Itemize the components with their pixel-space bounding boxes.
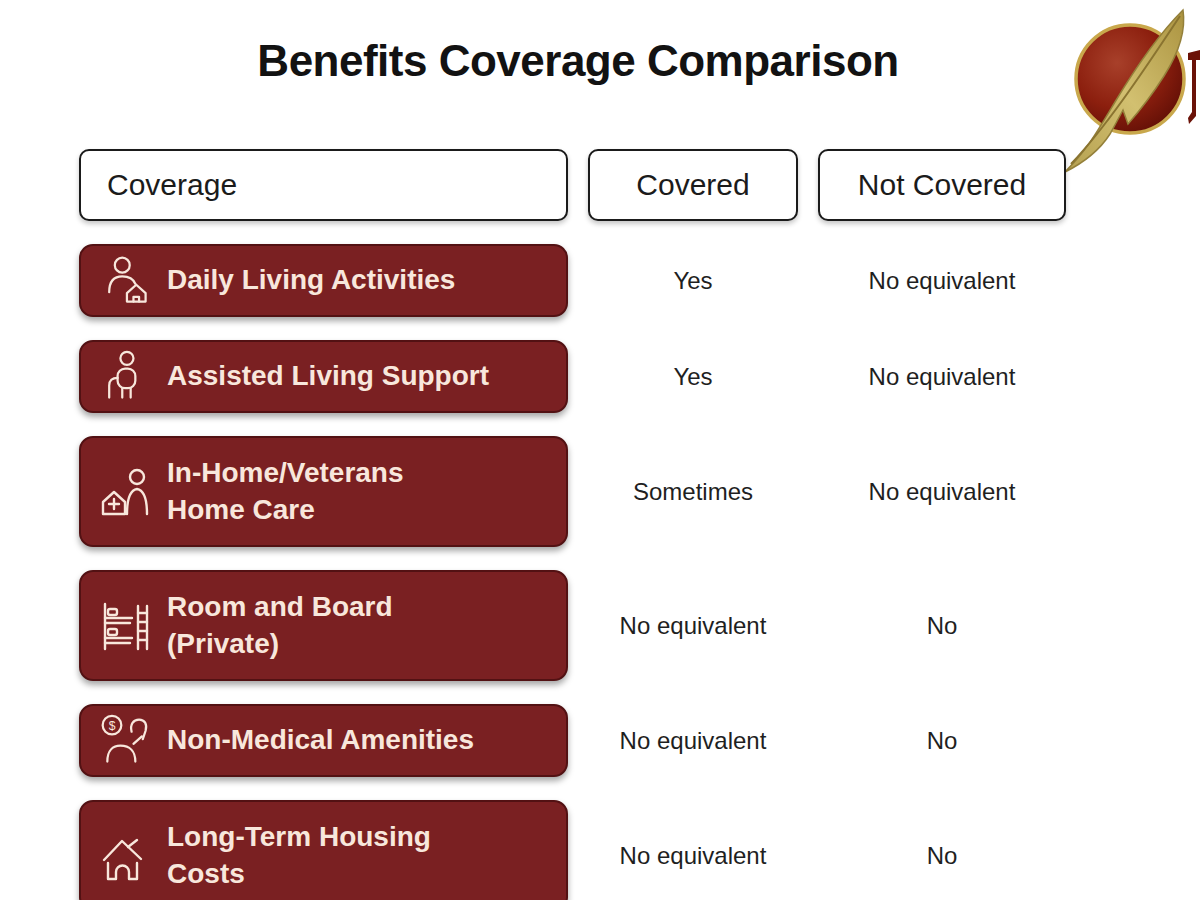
feature-label: Daily Living Activities [167,262,455,299]
medical-home-person-icon [93,462,159,522]
house-icon [93,826,159,886]
not-covered-value: No equivalent [818,340,1066,413]
feature-label: Long-Term Housing Costs [167,819,467,893]
covered-value: Yes [588,340,798,413]
table-row: Room and Board (Private) No equivalent N… [79,570,1066,681]
table-row: Long-Term Housing Costs No equivalent No [79,800,1066,900]
not-covered-value: No [818,570,1066,681]
table-body: Daily Living Activities Yes No equivalen… [79,244,1066,900]
not-covered-value: No [818,800,1066,900]
bunk-bed-icon [93,596,159,656]
covered-value: Sometimes [588,436,798,547]
feature-label: In-Home/Veterans Home Care [167,455,467,529]
feature-label: Non-Medical Amenities [167,722,474,759]
not-covered-value: No [818,704,1066,777]
feature-label: Assisted Living Support [167,358,489,395]
covered-value: No equivalent [588,800,798,900]
dollar-hand-icon: $ [93,713,159,769]
table-row: $ Non-Medical Amenities No equivalent No [79,704,1066,777]
logo-partial-letter [1188,50,1200,124]
covered-value: Yes [588,244,798,317]
header-covered: Covered [588,149,798,221]
svg-text:$: $ [109,718,116,732]
table-row: Daily Living Activities Yes No equivalen… [79,244,1066,317]
header-coverage: Coverage [79,149,568,221]
covered-value: No equivalent [588,570,798,681]
not-covered-value: No equivalent [818,436,1066,547]
person-house-icon [93,253,159,309]
header-not-covered: Not Covered [818,149,1066,221]
page-title: Benefits Coverage Comparison [257,36,898,85]
feature-in-home-veterans-care: In-Home/Veterans Home Care [79,436,568,547]
table-header-row: Coverage Covered Not Covered [79,149,1066,221]
feature-room-and-board: Room and Board (Private) [79,570,568,681]
feature-label: Room and Board (Private) [167,589,467,663]
table-row: Assisted Living Support Yes No equivalen… [79,340,1066,413]
covered-value: No equivalent [588,704,798,777]
feature-assisted-living-support: Assisted Living Support [79,340,568,413]
feature-non-medical-amenities: $ Non-Medical Amenities [79,704,568,777]
elderly-person-cane-icon [93,349,159,405]
feature-long-term-housing-costs: Long-Term Housing Costs [79,800,568,900]
page-title-wrap: Benefits Coverage Comparison [0,36,1156,86]
table-row: In-Home/Veterans Home Care Sometimes No … [79,436,1066,547]
feature-daily-living-activities: Daily Living Activities [79,244,568,317]
not-covered-value: No equivalent [818,244,1066,317]
